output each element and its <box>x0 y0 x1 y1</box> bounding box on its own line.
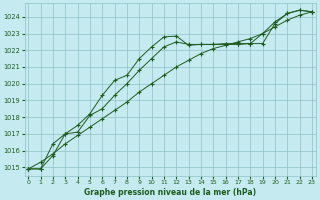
X-axis label: Graphe pression niveau de la mer (hPa): Graphe pression niveau de la mer (hPa) <box>84 188 256 197</box>
